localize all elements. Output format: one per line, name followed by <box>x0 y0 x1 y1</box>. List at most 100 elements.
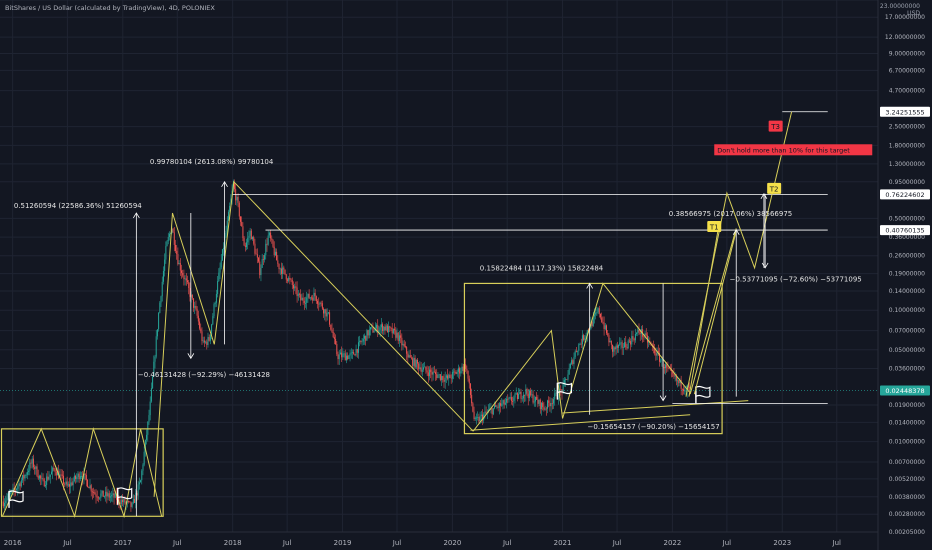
candle-body <box>254 243 256 254</box>
x-tick-label: 2016 <box>4 539 22 547</box>
candle-body <box>134 499 136 503</box>
candle-body <box>23 475 25 479</box>
candle-body <box>510 397 512 402</box>
target-label: T3 <box>770 123 780 131</box>
y-tick-label: 0.01000000 <box>889 439 925 446</box>
candle-body <box>354 354 356 356</box>
candle-body <box>277 260 279 264</box>
candle-body <box>188 282 190 289</box>
candle-body <box>144 439 146 452</box>
candle-body <box>666 364 668 368</box>
candle-body <box>292 285 294 289</box>
candle-body <box>356 349 358 353</box>
candle-body <box>484 411 486 415</box>
x-tick-label: Jul <box>612 539 622 547</box>
candle-body <box>135 492 137 503</box>
candle-body <box>378 330 380 333</box>
candle-body <box>87 479 89 487</box>
candle-body <box>246 242 248 248</box>
candle-body <box>553 399 555 404</box>
candle-body <box>71 482 73 486</box>
candle-body <box>614 347 616 350</box>
candle-body <box>469 383 471 395</box>
candle-body <box>249 230 251 236</box>
candle-body <box>226 220 228 231</box>
candle-body <box>590 321 592 330</box>
candle-body <box>345 355 347 361</box>
candle-body <box>279 268 281 270</box>
candle-body <box>400 335 402 338</box>
x-tick-label: 2021 <box>554 539 572 547</box>
candle-body <box>172 228 174 233</box>
candle-body <box>449 374 451 378</box>
candle-body <box>261 259 263 268</box>
candle-body <box>209 334 211 341</box>
candle-body <box>81 476 83 477</box>
candle-body <box>610 340 612 345</box>
candle-body <box>669 368 671 370</box>
candle-body <box>456 371 458 375</box>
candle-body <box>113 493 115 498</box>
candle-body <box>313 292 315 301</box>
candle-body <box>327 312 329 314</box>
candle-body <box>162 270 164 282</box>
candle-body <box>478 417 480 422</box>
candle-body <box>203 340 205 343</box>
candle-body <box>31 458 33 464</box>
candle-body <box>359 340 361 343</box>
price-tag <box>880 189 930 200</box>
candle-body <box>644 333 646 337</box>
candle-body <box>259 261 261 276</box>
candle-body <box>200 328 202 332</box>
candle-body <box>112 493 114 496</box>
candle-body <box>239 216 241 222</box>
candle-body <box>386 325 388 333</box>
y-tick-label: 0.00205000 <box>889 529 925 536</box>
candle-body <box>54 469 56 472</box>
candle-body <box>672 371 674 374</box>
candle-body <box>17 486 19 489</box>
candle-body <box>364 335 366 339</box>
candle-body <box>171 228 173 233</box>
candle-body <box>91 491 93 493</box>
trendline-support-2 <box>562 400 749 414</box>
candle-body <box>486 411 488 413</box>
candle-body <box>580 343 582 345</box>
candle-body <box>522 394 524 399</box>
candle-body <box>176 250 178 254</box>
candle-body <box>634 334 636 341</box>
candle-body <box>514 393 516 398</box>
candle-body <box>252 237 254 240</box>
candle-body <box>599 313 601 318</box>
candle-body <box>595 312 597 315</box>
price-tag <box>880 106 930 117</box>
candle-body <box>111 495 113 497</box>
candle-body <box>72 481 74 486</box>
candle-body <box>619 342 621 345</box>
candle-body <box>689 387 691 389</box>
candle-body <box>248 235 250 238</box>
candle-body <box>305 302 307 304</box>
y-tick-label: 0.95000000 <box>889 179 925 186</box>
time-axis[interactable]: 2016 Jul 2017 Jul 2018 Jul 2019 Jul 2020 Jul 2021 J… <box>0 531 878 547</box>
candle-body <box>515 393 517 394</box>
candle-body <box>543 407 545 410</box>
candle-body <box>256 254 258 258</box>
drawings-layer: 0.51260594 (22586.36%) 51260594 0.9978010… <box>0 111 873 519</box>
candle-body <box>302 297 304 301</box>
candle-body <box>608 335 610 343</box>
candle-body <box>561 389 563 393</box>
y-tick-label: 0.07000000 <box>889 328 925 335</box>
candle-body <box>468 378 470 384</box>
candle-body <box>575 351 577 353</box>
y-tick-label: 0.05000000 <box>889 347 925 354</box>
x-tick-label: 2019 <box>334 539 352 547</box>
candle-body <box>333 337 335 339</box>
candle-body <box>41 478 43 480</box>
candle-body <box>551 403 553 404</box>
candle-body <box>569 363 571 369</box>
candle-body <box>156 329 158 337</box>
candle-body <box>49 474 51 477</box>
